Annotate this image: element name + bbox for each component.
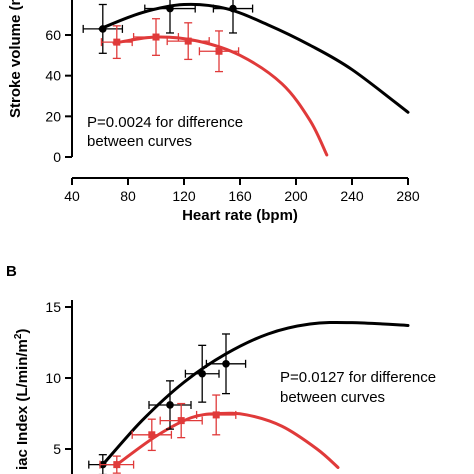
panel-a-red-point xyxy=(198,30,240,73)
panel-a-x-tick-label: 160 xyxy=(228,188,252,204)
panel-b-red-point xyxy=(195,394,237,436)
panel-b-red-point xyxy=(159,402,203,439)
panel-a-red-point xyxy=(132,18,180,56)
panel-b-y-label-end: ) xyxy=(14,329,31,334)
panel-b: B 5 10 15 iac Index (L/min/m2) P=0.0127 fo… xyxy=(6,263,436,474)
panel-a-black-curve xyxy=(98,2,410,114)
data-marker xyxy=(198,369,206,378)
panel-a-x-label: Heart rate (bpm) xyxy=(182,207,298,224)
panel-b-red-point xyxy=(131,418,173,452)
panel-b-black-curve xyxy=(101,320,410,467)
panel-b-red-curve xyxy=(115,411,340,469)
data-marker xyxy=(184,37,192,45)
panel-a-y-tick-label: 20 xyxy=(45,108,61,124)
panel-b-y-label-main: iac Index (L/min/m xyxy=(14,339,31,470)
data-marker xyxy=(148,431,156,439)
data-marker xyxy=(212,411,220,419)
panel-b-black-point xyxy=(205,333,247,395)
panel-a-red-point xyxy=(166,22,210,61)
panel-b-y-ticks: 5 10 15 xyxy=(45,299,72,457)
panel-b-annotation-line1: P=0.0127 for difference xyxy=(280,369,436,386)
data-marker xyxy=(166,401,174,409)
data-marker xyxy=(152,33,160,41)
panel-a-annotation-line2: between curves xyxy=(87,133,192,150)
data-marker xyxy=(215,47,223,55)
panel-a-y-tick-label: 60 xyxy=(45,27,61,43)
data-marker xyxy=(99,25,107,33)
panel-a-y-label: Stroke volume (m xyxy=(7,0,24,118)
panel-b-y-tick-label: 15 xyxy=(45,299,61,315)
panel-a: 0 20 40 60 40 80 120 160 200 240 280 Heart rate (… xyxy=(7,0,420,224)
panel-a-x-tick-label: 40 xyxy=(64,188,80,204)
panel-b-y-label: iac Index (L/min/m2) xyxy=(13,329,31,470)
panel-a-black-point xyxy=(212,0,254,34)
panel-a-black-point xyxy=(82,3,124,54)
panel-a-x-tick-label: 240 xyxy=(340,188,364,204)
panel-b-black-point xyxy=(184,344,220,403)
data-marker xyxy=(229,4,237,13)
panel-a-y-ticks: 0 20 40 60 xyxy=(45,27,72,165)
panel-a-annotation-line1: P=0.0024 for difference xyxy=(87,114,243,131)
panel-b-red-point xyxy=(99,455,135,474)
panel-a-x-tick-label: 280 xyxy=(396,188,420,204)
panel-a-points xyxy=(82,0,254,73)
data-marker xyxy=(177,417,185,425)
panel-a-black-point xyxy=(144,0,196,34)
panel-a-y-tick-label: 40 xyxy=(45,68,61,84)
data-marker xyxy=(113,38,121,46)
panel-b-y-tick-label: 10 xyxy=(45,370,61,386)
panel-a-x-tick-label: 120 xyxy=(172,188,196,204)
panel-b-y-tick-label: 5 xyxy=(53,441,61,457)
data-marker xyxy=(222,360,230,368)
panel-b-y-label-sup: 2 xyxy=(13,333,24,339)
panel-b-annotation-line2: between curves xyxy=(280,389,385,406)
panel-b-points xyxy=(88,333,247,474)
panel-a-x-ticks: 40 80 120 160 200 240 280 xyxy=(64,178,420,204)
panel-a-x-tick-label: 200 xyxy=(284,188,308,204)
data-marker xyxy=(113,461,121,469)
data-marker xyxy=(166,4,174,13)
panel-a-y-tick-label: 0 xyxy=(53,149,61,165)
panel-a-x-tick-label: 80 xyxy=(120,188,136,204)
panel-b-label: B xyxy=(6,263,17,280)
panel-a-red-point xyxy=(100,25,133,60)
